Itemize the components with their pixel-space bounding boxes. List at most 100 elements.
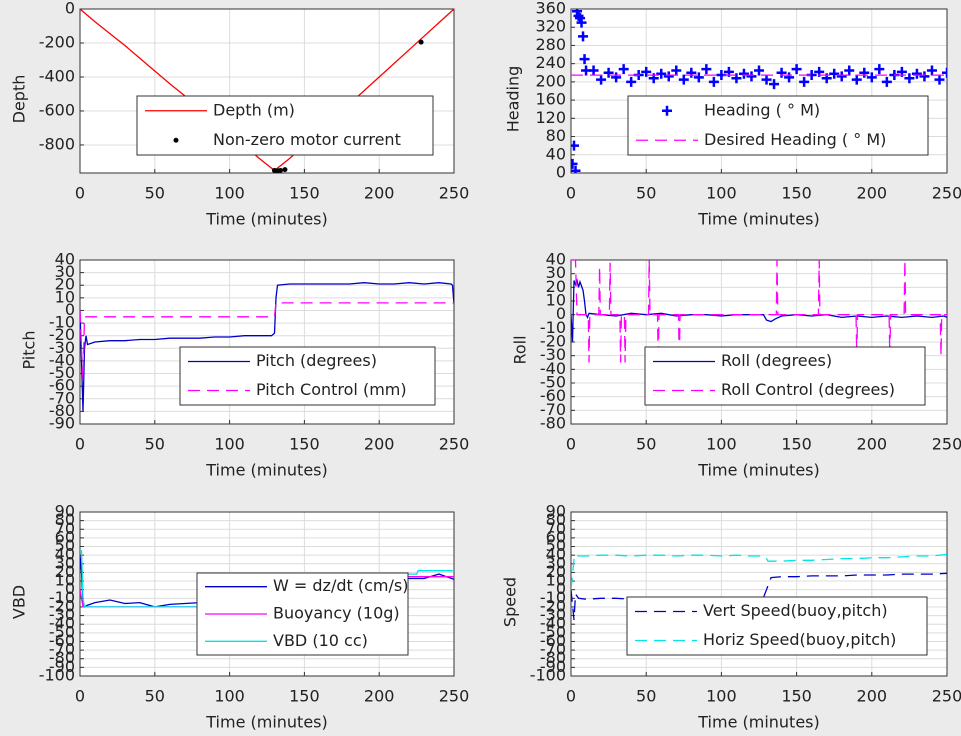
y-tick-label: -10	[49, 313, 75, 332]
x-tick-label: 250	[932, 687, 961, 706]
x-tick-label: 100	[706, 435, 737, 454]
y-axis-label: Roll	[511, 335, 530, 364]
point	[761, 74, 772, 85]
y-tick-label: 160	[535, 90, 566, 109]
point	[776, 67, 787, 78]
y-tick-label: -800	[39, 134, 75, 153]
legend: Depth (m) Non-zero motor current	[136, 95, 434, 156]
y-tick-label: -80	[49, 648, 75, 667]
x-tick-label: 250	[439, 435, 470, 454]
plot-data	[80, 282, 454, 412]
y-tick-label: -600	[39, 100, 75, 119]
point	[686, 67, 697, 78]
x-tick-label: 150	[781, 687, 812, 706]
y-tick-label: 60	[546, 527, 566, 546]
panel: 0 50 100 150 200 250403020100-10-20-30-40-50-…	[20, 250, 470, 480]
x-tick-label: 150	[289, 687, 320, 706]
point	[277, 167, 283, 173]
x-tick-label: 0	[566, 687, 576, 706]
y-tick-label: -50	[540, 622, 566, 641]
y-tick-label: 20	[55, 275, 75, 294]
y-tick-label: -10	[540, 588, 566, 607]
y-tick-label: -70	[49, 640, 75, 659]
y-tick-label: -60	[540, 631, 566, 650]
x-tick-label: 0	[566, 184, 576, 203]
y-tick-label: -200	[39, 32, 75, 51]
x-axis-label: Time (minutes)	[697, 210, 820, 229]
x-tick-label: 200	[364, 687, 395, 706]
panel: 0 50 100 150 200 250403020100-10-20-30-40-50-…	[511, 250, 961, 480]
x-tick-label: 250	[932, 435, 961, 454]
point	[731, 73, 742, 84]
x-tick-label: 100	[706, 687, 737, 706]
y-tick-label: 30	[546, 263, 566, 282]
y-axis-label: VBD	[10, 585, 29, 619]
point	[571, 158, 578, 169]
x-tick-label: 250	[932, 184, 961, 203]
y-tick-label: -20	[540, 332, 566, 351]
point	[881, 76, 892, 87]
legend-label: Heading ( ° M)	[704, 100, 820, 119]
point	[579, 54, 590, 65]
y-tick-label: -80	[540, 648, 566, 667]
y-tick-label: 30	[55, 262, 75, 281]
y-tick-label: 0	[556, 163, 566, 182]
x-tick-label: 50	[636, 435, 656, 454]
point	[754, 65, 764, 76]
y-tick-label: 0	[65, 579, 75, 598]
x-tick-label: 200	[857, 184, 888, 203]
y-tick-label: 40	[546, 545, 566, 564]
point	[571, 165, 581, 173]
y-tick-label: -90	[540, 657, 566, 676]
point	[626, 76, 637, 87]
y-tick-label: -50	[49, 622, 75, 641]
y-tick-label: 40	[55, 250, 75, 269]
point	[934, 74, 945, 85]
legend-marker	[173, 137, 179, 143]
y-tick-label: 40	[55, 545, 75, 564]
legend-label: Buoyancy (10g)	[273, 604, 400, 623]
legend: Vert Speed(buoy,pitch) Horiz Speed(buoy,p…	[626, 596, 928, 656]
y-tick-label: -50	[540, 373, 566, 392]
series-line	[80, 9, 454, 172]
y-tick-label: 90	[546, 502, 566, 521]
y-tick-label: -40	[540, 614, 566, 633]
plot-frame	[79, 259, 455, 425]
y-tick-label: 40	[546, 250, 566, 269]
x-axis-label: Time (minutes)	[697, 713, 820, 732]
y-tick-label: -40	[49, 350, 75, 369]
x-tick-label: 0	[75, 435, 85, 454]
x-tick-label: 150	[289, 184, 320, 203]
point	[618, 64, 629, 75]
y-tick-label: -100	[39, 666, 75, 685]
y-tick-label: 10	[55, 287, 75, 306]
x-axis-label: Time (minutes)	[205, 461, 328, 480]
plot-frame	[570, 8, 948, 174]
y-tick-label: -400	[39, 66, 75, 85]
y-tick-label: 30	[546, 553, 566, 572]
legend-label: Non-zero motor current	[213, 130, 401, 149]
x-tick-label: 250	[439, 184, 470, 203]
y-tick-label: 50	[546, 536, 566, 555]
y-tick-label: 40	[546, 144, 566, 163]
y-tick-label: 10	[546, 291, 566, 310]
x-tick-label: 50	[145, 184, 165, 203]
y-tick-label: 10	[546, 571, 566, 590]
y-tick-label: 10	[55, 571, 75, 590]
legend-box	[179, 346, 436, 406]
point	[656, 68, 667, 79]
legend-label: Roll Control (degrees)	[721, 380, 895, 399]
point	[671, 65, 682, 76]
legend-label: Pitch Control (mm)	[256, 380, 407, 399]
x-tick-label: 200	[364, 435, 395, 454]
x-tick-label: 250	[439, 687, 470, 706]
y-tick-label: -50	[49, 363, 75, 382]
point	[701, 64, 712, 75]
x-tick-label: 0	[75, 184, 85, 203]
point	[282, 167, 288, 173]
point	[919, 71, 930, 82]
x-tick-label: 50	[145, 687, 165, 706]
point	[784, 72, 795, 83]
y-tick-label: -20	[49, 596, 75, 615]
point	[663, 71, 674, 82]
